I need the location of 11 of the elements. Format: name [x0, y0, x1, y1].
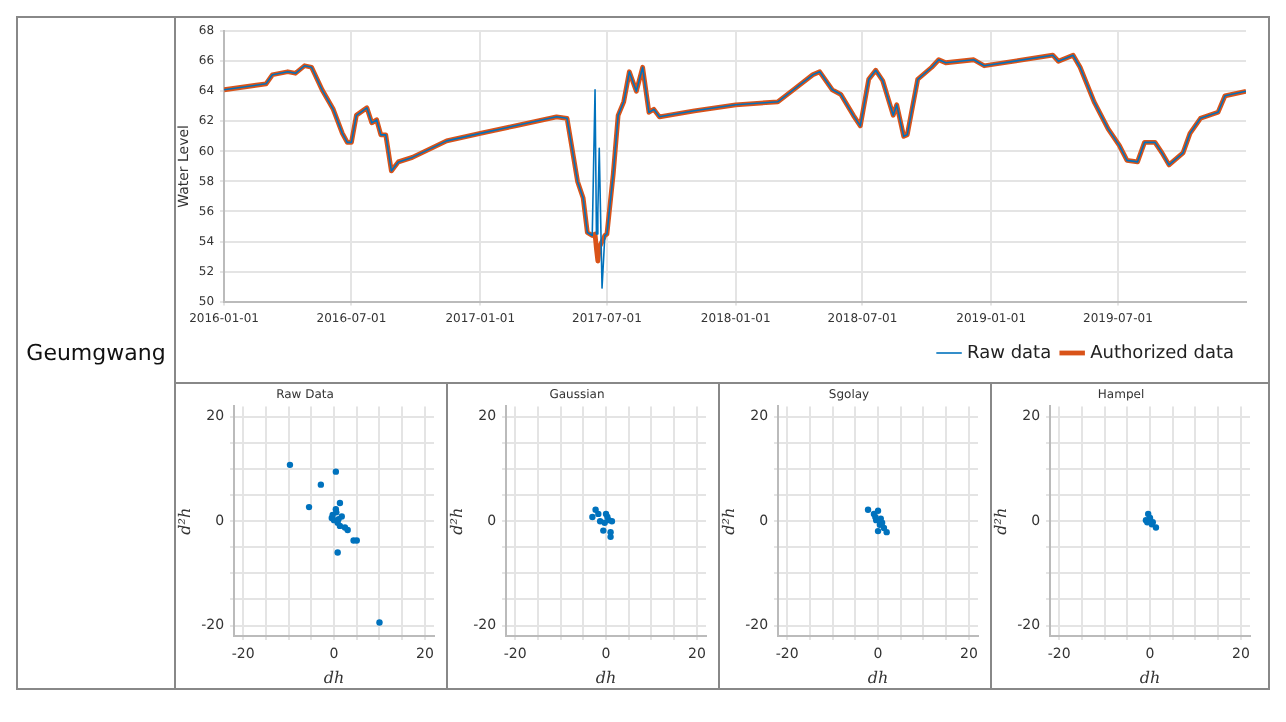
y-axis-title: d²h — [447, 507, 466, 535]
legend-label: Raw data — [967, 343, 1052, 364]
x-axis-title: dh — [595, 668, 617, 687]
text: Geumgwang — [24, 340, 168, 366]
y-axis-title: d²h — [719, 507, 738, 535]
x-axis-title: dh — [867, 668, 889, 687]
legend-label: Authorized data — [1090, 343, 1235, 364]
x-axis-title: dh — [1139, 668, 1161, 687]
y-axis-title: d²h — [175, 507, 194, 535]
y-axis-title: d²h — [991, 507, 1010, 535]
x-axis-title: dh — [323, 668, 345, 687]
